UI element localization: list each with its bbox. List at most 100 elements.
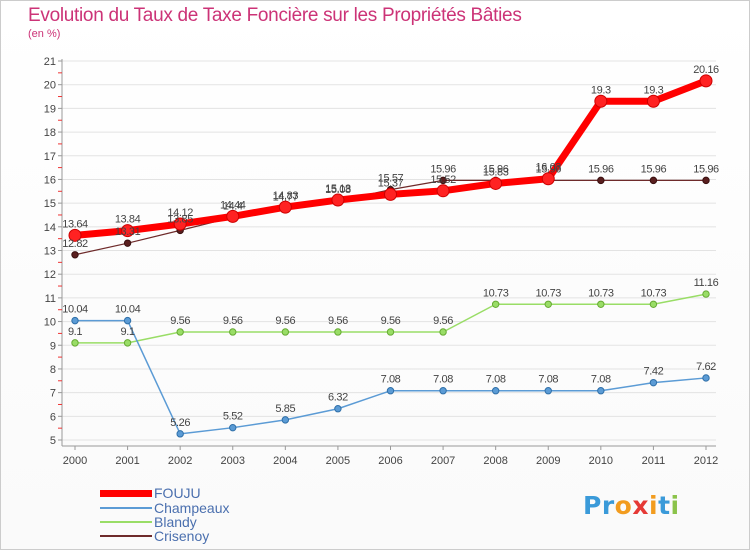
data-point-blandy	[649, 300, 658, 308]
data-label-crisenoy: 15.96	[483, 163, 509, 175]
data-point-fouju	[173, 217, 187, 231]
data-label-crisenoy: 13.31	[115, 226, 141, 238]
data-label-crisenoy: 14.4	[223, 200, 243, 212]
data-label-blandy: 9.56	[170, 315, 190, 327]
data-point-champeaux	[334, 405, 342, 413]
x-tick-label: 2011	[642, 455, 666, 467]
y-tick-label: 13	[44, 246, 56, 258]
legend-item-champeaux: Champeaux	[100, 501, 230, 515]
data-point-blandy	[386, 328, 395, 336]
x-tick-label: 2008	[483, 455, 507, 467]
data-label-fouju: 15.13	[325, 183, 351, 195]
data-point-champeaux	[439, 387, 447, 395]
x-tick-label: 2001	[115, 455, 139, 467]
data-point-crisenoy	[649, 176, 658, 185]
y-tick-label: 14	[44, 222, 56, 234]
logo-letter: x	[632, 491, 649, 520]
legend-swatch	[100, 521, 152, 523]
data-point-crisenoy	[71, 251, 79, 259]
y-tick-label: 18	[44, 127, 56, 139]
data-label-blandy: 9.56	[381, 315, 401, 327]
data-label-fouju: 19.3	[644, 84, 664, 96]
y-tick-label: 16	[44, 174, 56, 186]
data-point-blandy	[702, 290, 710, 298]
y-tick-label: 20	[44, 80, 56, 92]
data-label-blandy: 9.1	[68, 326, 82, 338]
data-point-champeaux	[386, 387, 395, 395]
data-label-crisenoy: 14.77	[273, 192, 299, 204]
y-tick-label: 6	[50, 411, 56, 423]
data-point-fouju	[331, 193, 345, 207]
data-point-fouju	[278, 200, 292, 214]
data-point-crisenoy	[439, 176, 447, 185]
x-tick-label: 2009	[536, 455, 560, 467]
data-point-blandy	[597, 300, 605, 308]
data-label-crisenoy: 15.96	[641, 163, 667, 175]
data-point-fouju	[541, 172, 555, 186]
data-point-champeaux	[176, 430, 184, 438]
data-point-fouju	[594, 94, 608, 108]
x-tick-label: 2012	[694, 455, 718, 467]
data-label-fouju: 20.16	[693, 64, 719, 76]
data-label-champeaux: 10.04	[62, 304, 88, 316]
data-label-champeaux: 10.04	[115, 304, 141, 316]
data-label-blandy: 10.73	[588, 287, 614, 299]
data-label-fouju: 15.37	[378, 177, 404, 189]
data-label-champeaux: 6.32	[328, 392, 348, 404]
y-tick-label: 15	[44, 198, 56, 210]
data-point-fouju	[226, 209, 240, 223]
chart-title: Evolution du Taux de Taxe Foncière sur l…	[28, 5, 522, 26]
axes: 5 6 7 8 9 10 11 12 13 14 15 16 17 18 19 20 21 2000 2001 200…	[44, 56, 718, 467]
data-label-fouju: 19.3	[591, 84, 611, 96]
data-point-blandy	[229, 328, 237, 336]
data-point-champeaux	[491, 387, 500, 395]
data-point-blandy	[123, 339, 132, 347]
data-point-champeaux	[229, 423, 237, 432]
data-point-champeaux	[649, 378, 658, 387]
data-point-blandy	[176, 328, 184, 336]
logo-letter: P	[583, 491, 602, 520]
data-point-blandy	[71, 339, 79, 347]
data-point-fouju	[489, 176, 503, 190]
data-label-champeaux: 7.62	[696, 361, 716, 373]
y-tick-label: 19	[44, 103, 56, 115]
y-tick-label: 8	[50, 364, 56, 376]
logo-letter: i	[649, 491, 659, 520]
data-label-blandy: 9.1	[121, 326, 135, 338]
legend-label: Blandy	[154, 514, 197, 530]
data-point-champeaux	[597, 387, 605, 395]
data-point-blandy	[281, 328, 290, 336]
x-tick-label: 2003	[221, 455, 245, 467]
series-lines	[68, 74, 713, 438]
data-label-crisenoy: 15.96	[693, 163, 719, 175]
data-label-champeaux: 7.08	[433, 374, 453, 386]
legend-swatch	[100, 489, 152, 497]
logo-letter: t	[658, 491, 671, 520]
y-tick-label: 21	[44, 56, 56, 68]
data-point-fouju	[68, 228, 82, 242]
data-label-fouju: 13.84	[115, 214, 141, 226]
data-label-crisenoy: 12.82	[62, 238, 88, 250]
logo-letter: o	[614, 491, 633, 520]
data-point-fouju	[436, 184, 450, 198]
chart-subtitle: (en %)	[28, 28, 61, 40]
logo-letter: r	[601, 491, 615, 520]
data-label-champeaux: 7.42	[644, 366, 664, 378]
data-label-blandy: 10.73	[535, 287, 561, 299]
data-label-crisenoy: 15.08	[325, 184, 351, 196]
y-tick-label: 17	[44, 151, 56, 163]
y-tick-label: 9	[50, 340, 56, 352]
y-tick-label: 5	[50, 435, 56, 447]
y-tick-label: 12	[44, 269, 56, 281]
data-point-blandy	[544, 300, 552, 308]
legend-swatch	[100, 535, 152, 537]
data-label-blandy: 9.56	[275, 315, 295, 327]
data-point-blandy	[491, 300, 500, 308]
data-label-blandy: 11.16	[694, 277, 719, 289]
proxiti-logo: Proxiti	[583, 491, 680, 520]
legend-label: Crisenoy	[154, 528, 210, 544]
data-label-crisenoy: 15.96	[588, 163, 614, 175]
